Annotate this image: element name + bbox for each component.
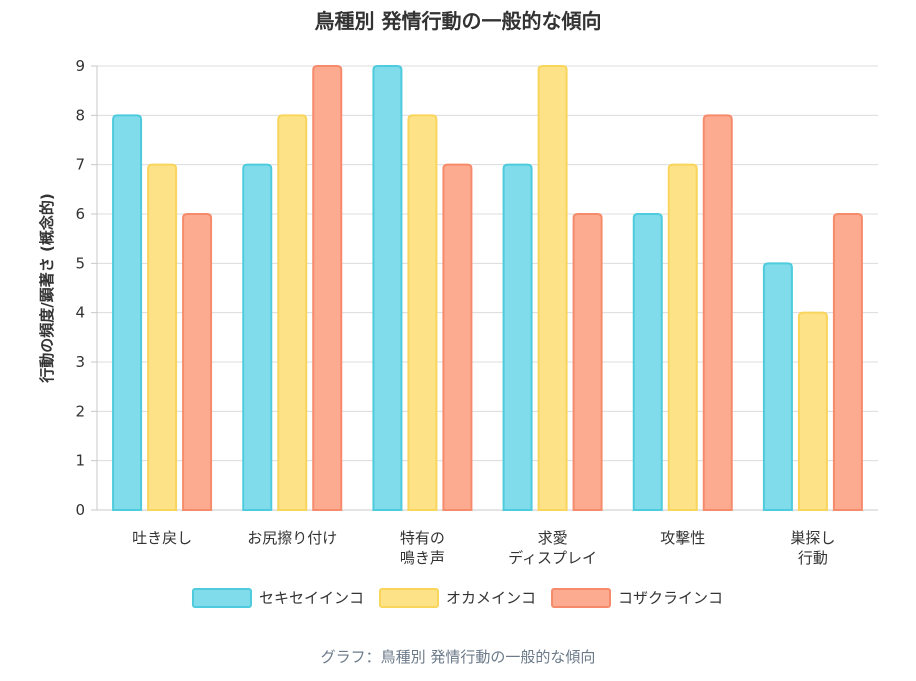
y-tick-label: 1 bbox=[75, 452, 85, 470]
legend-label: オカメインコ bbox=[446, 589, 536, 607]
legend-label: コザクラインコ bbox=[618, 589, 723, 607]
x-tick-label: 特有の鳴き声 bbox=[400, 529, 445, 567]
y-tick-labels: 0 1 2 3 4 5 6 7 8 9 bbox=[75, 57, 85, 519]
bar bbox=[242, 163, 273, 511]
bar bbox=[797, 311, 828, 511]
y-axis-label: 行動の頻度/顕著さ (概念的) bbox=[38, 193, 56, 383]
chart-caption: グラフ：鳥種別 発情行動の一般的な傾向 bbox=[321, 648, 596, 666]
bar bbox=[702, 114, 733, 511]
x-tick-label: 攻撃性 bbox=[660, 529, 705, 547]
y-tick-label: 2 bbox=[75, 402, 85, 420]
legend-swatch bbox=[191, 588, 252, 608]
bar bbox=[537, 65, 568, 511]
x-tick-labels: 吐き戻し お尻擦り付け 特有の鳴き声 求愛ディスプレイ 攻撃性 巣探し行動 bbox=[132, 529, 835, 567]
bar bbox=[832, 213, 863, 511]
y-tick-label: 6 bbox=[75, 205, 85, 223]
bar bbox=[277, 114, 308, 511]
y-tick-label: 0 bbox=[75, 501, 85, 519]
bar bbox=[147, 163, 178, 511]
bar bbox=[372, 65, 403, 511]
x-tick-label: 巣探し行動 bbox=[790, 529, 835, 567]
bar bbox=[502, 163, 533, 511]
bar bbox=[312, 65, 343, 511]
legend-item: オカメインコ bbox=[378, 588, 536, 608]
x-tick-label: 吐き戻し bbox=[132, 529, 192, 547]
bar bbox=[442, 163, 473, 511]
legend-label: セキセイインコ bbox=[259, 589, 364, 607]
bar bbox=[667, 163, 698, 511]
x-tick-label: お尻擦り付け bbox=[247, 529, 337, 547]
y-tick-label: 3 bbox=[75, 353, 85, 371]
gridlines bbox=[97, 65, 878, 462]
bar bbox=[112, 114, 143, 511]
bar bbox=[182, 213, 213, 511]
chart-title: 鳥種別 発情行動の一般的な傾向 bbox=[315, 9, 602, 33]
legend-swatch bbox=[551, 588, 612, 608]
legend: セキセイインコ オカメインコ コザクラインコ bbox=[191, 588, 723, 608]
bar bbox=[572, 213, 603, 511]
y-tick-label: 5 bbox=[75, 254, 85, 272]
bar bbox=[407, 114, 438, 511]
x-tick-label: 求愛ディスプレイ bbox=[508, 529, 597, 567]
y-tick-label: 8 bbox=[75, 106, 85, 124]
legend-item: コザクラインコ bbox=[551, 588, 723, 608]
bar bbox=[762, 262, 793, 511]
y-tick-label: 7 bbox=[75, 156, 85, 174]
legend-swatch bbox=[378, 588, 439, 608]
y-tick-label: 4 bbox=[75, 304, 85, 322]
legend-item: セキセイインコ bbox=[191, 588, 364, 608]
bars bbox=[112, 65, 863, 511]
bar bbox=[632, 213, 663, 511]
y-tick-label: 9 bbox=[75, 57, 85, 75]
axes bbox=[91, 65, 878, 511]
